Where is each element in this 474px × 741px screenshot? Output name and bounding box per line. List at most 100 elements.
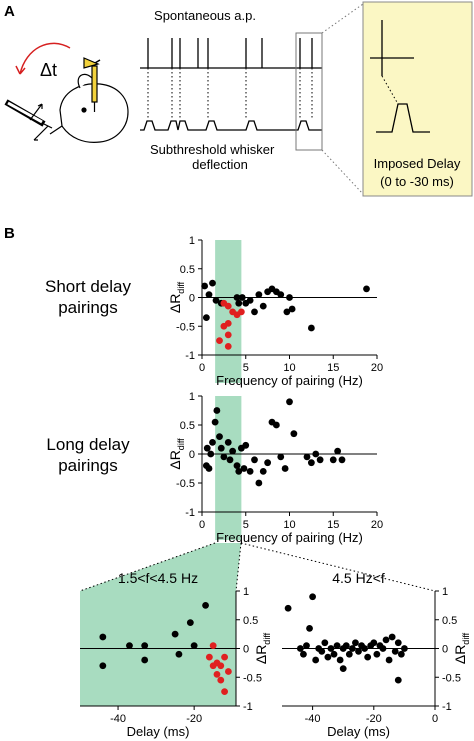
point [312, 656, 320, 664]
row-label: Long delay [46, 435, 130, 454]
row-label: pairings [58, 298, 118, 317]
point [334, 447, 342, 455]
point [201, 282, 209, 290]
point [277, 453, 285, 461]
x-tick-label: 10 [283, 519, 295, 531]
y-axis-label-main: ΔR [452, 645, 468, 664]
point [327, 645, 335, 652]
chart-title: 1.5<f<4.5 Hz [118, 570, 198, 586]
point [235, 299, 243, 307]
panel-label: A [4, 3, 15, 20]
point [224, 439, 232, 446]
x-axis-label: Frequency of pairing (Hz) [216, 530, 363, 545]
inset-traces [370, 20, 430, 133]
point [209, 439, 216, 446]
point [324, 653, 332, 661]
point [220, 322, 228, 330]
point [401, 645, 408, 652]
point [217, 662, 225, 670]
point [238, 294, 246, 301]
x-tick-label: -20 [366, 713, 382, 725]
point [207, 450, 215, 458]
point [211, 418, 219, 426]
point [202, 314, 210, 322]
point [312, 450, 320, 458]
inset-box [362, 1, 473, 197]
point [394, 639, 402, 647]
point [296, 645, 304, 652]
x-tick-label: -40 [305, 713, 321, 725]
y-tick-label: -1 [185, 350, 195, 362]
y-tick-label: -1 [442, 701, 452, 713]
point [286, 398, 293, 406]
y-tick-label: 0 [442, 644, 448, 656]
point [99, 633, 107, 641]
point [216, 433, 223, 440]
point [242, 441, 250, 449]
x-tick-label: 0 [432, 713, 438, 725]
y-tick-label: 0.5 [180, 264, 195, 276]
point [202, 601, 209, 609]
point [391, 647, 399, 655]
point [171, 630, 179, 638]
y-axis-label: ΔRdiff [452, 632, 471, 664]
point [186, 619, 194, 627]
y-tick-label: 0 [243, 644, 249, 656]
point [209, 279, 216, 287]
y-tick-label: 0.5 [442, 615, 457, 627]
x-tick-label: 5 [243, 519, 249, 531]
point [175, 650, 183, 658]
y-axis-label-sub: diff [176, 438, 186, 450]
point [361, 645, 369, 652]
y-tick-label: 1 [189, 391, 195, 403]
y-tick-label: 1 [189, 235, 195, 247]
point [259, 302, 267, 310]
y-axis-label: ΔRdiff [167, 438, 186, 470]
y-tick-label: 1 [442, 586, 448, 598]
x-tick-label: 0 [199, 519, 205, 531]
point [281, 465, 289, 472]
x-tick-label: 5 [243, 362, 249, 374]
point [388, 633, 396, 641]
point [363, 285, 370, 293]
y-tick-label: 0 [189, 449, 195, 461]
point [229, 447, 237, 455]
x-tick-label: -40 [110, 713, 126, 725]
point [235, 468, 243, 475]
chart-title: 4.5 Hz<f [332, 570, 385, 586]
x-axis-label: Frequency of pairing (Hz) [216, 373, 363, 388]
point [373, 650, 381, 658]
y-tick-label: -1 [185, 507, 195, 519]
point [318, 647, 326, 655]
zoom-connector [79, 542, 436, 592]
y-tick-label: -1 [243, 701, 253, 713]
point [212, 296, 220, 304]
point [352, 639, 359, 647]
point [348, 645, 356, 652]
x-tick-label: 0 [199, 362, 205, 374]
point [255, 291, 263, 299]
point [203, 444, 211, 452]
delta-t: Δt [40, 60, 57, 80]
point [342, 642, 350, 650]
point [300, 650, 307, 658]
point [309, 593, 316, 601]
point [329, 456, 337, 464]
point [255, 479, 263, 487]
point [355, 647, 362, 655]
y-tick-label: 1 [243, 586, 249, 598]
point [205, 291, 213, 299]
row-label: Short delay [45, 277, 131, 296]
point [370, 639, 378, 647]
point [330, 650, 338, 658]
y-tick-label: -0.5 [243, 672, 262, 684]
x-tick-label: 15 [327, 362, 339, 374]
point [217, 676, 225, 684]
point [303, 642, 310, 650]
x-axis-label: Delay (ms) [127, 724, 190, 739]
point [213, 407, 221, 414]
point [321, 639, 329, 647]
point [233, 462, 241, 469]
point [385, 656, 393, 664]
